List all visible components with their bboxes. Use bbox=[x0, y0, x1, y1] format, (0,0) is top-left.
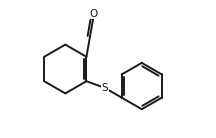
Text: O: O bbox=[90, 9, 98, 19]
Text: S: S bbox=[102, 83, 108, 93]
